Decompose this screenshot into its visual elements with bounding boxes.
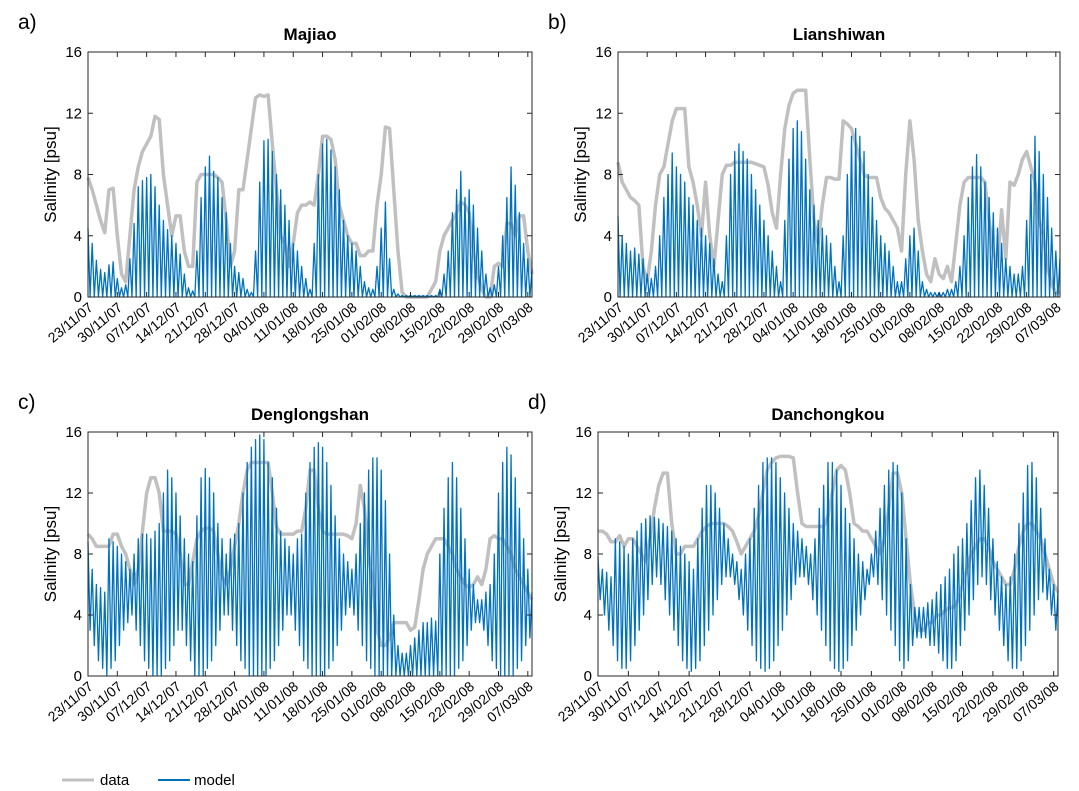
panel: 048121623/11/0730/11/0707/12/0714/12/072… xyxy=(18,11,536,346)
y-tick-label: 12 xyxy=(65,485,82,502)
model-line xyxy=(597,457,1059,673)
y-tick-label: 16 xyxy=(65,44,82,61)
y-axis-label: Salinity [psu] xyxy=(41,126,60,222)
panel: 048121623/11/0730/11/0707/12/0714/12/072… xyxy=(18,391,536,725)
data-line xyxy=(616,88,1060,295)
y-tick-label: 0 xyxy=(604,289,612,306)
y-axis-label: Salinity [psu] xyxy=(41,506,60,602)
y-tick-label: 16 xyxy=(575,424,592,441)
y-tick-label: 4 xyxy=(584,607,592,624)
y-tick-label: 12 xyxy=(595,105,612,122)
y-tick-label: 4 xyxy=(74,228,82,245)
y-tick-label: 8 xyxy=(604,167,612,184)
chart-title: Denglongshan xyxy=(251,405,369,424)
model-line xyxy=(87,434,533,677)
y-axis-label: Salinity [psu] xyxy=(551,506,570,602)
panel-label: a) xyxy=(18,11,37,34)
y-tick-label: 12 xyxy=(65,105,82,122)
panel-label: b) xyxy=(548,11,567,34)
y-tick-label: 12 xyxy=(575,485,592,502)
y-tick-label: 8 xyxy=(584,546,592,563)
chart-title: Lianshiwan xyxy=(793,25,886,44)
y-tick-label: 16 xyxy=(65,424,82,441)
y-tick-label: 8 xyxy=(74,546,82,563)
y-axis-label: Salinity [psu] xyxy=(571,126,590,222)
y-tick-label: 0 xyxy=(74,668,82,685)
plot-area xyxy=(88,52,532,297)
chart-title: Danchongkou xyxy=(771,405,884,424)
model-line xyxy=(617,120,1061,298)
panel-label: d) xyxy=(528,391,547,414)
panel-label: c) xyxy=(18,391,36,414)
y-tick-label: 0 xyxy=(584,668,592,685)
legend: data model xyxy=(62,772,235,789)
panel: 048121623/11/0730/11/0707/12/0714/12/072… xyxy=(548,11,1064,346)
y-tick-label: 4 xyxy=(74,607,82,624)
y-tick-label: 16 xyxy=(595,44,612,61)
data-line xyxy=(86,93,534,299)
model-line xyxy=(87,138,533,298)
y-tick-label: 4 xyxy=(604,228,612,245)
chart-title: Majiao xyxy=(284,25,337,44)
y-tick-label: 0 xyxy=(74,289,82,306)
legend-label: data xyxy=(100,772,130,789)
legend-label: model xyxy=(194,772,235,789)
y-tick-label: 8 xyxy=(74,167,82,184)
panel: 048121623/11/0730/11/0707/12/0714/12/072… xyxy=(528,391,1062,725)
